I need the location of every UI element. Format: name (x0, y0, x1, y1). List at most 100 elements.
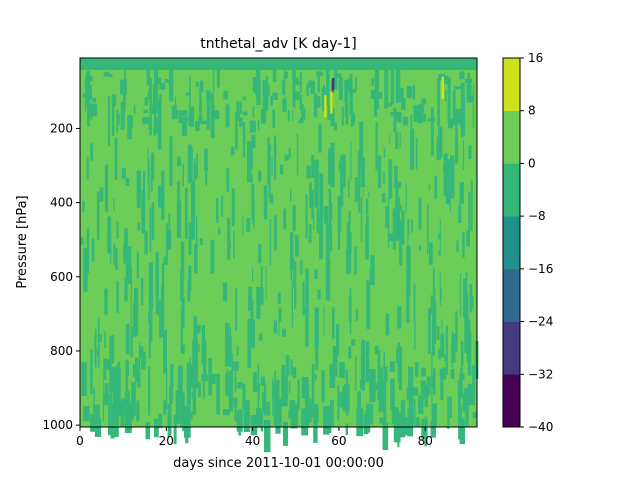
field-cell (442, 165, 445, 173)
field-cell (96, 349, 99, 356)
field-cell (149, 78, 152, 98)
field-cell (398, 181, 402, 189)
y-tick-label: 800 (50, 344, 73, 358)
field-cell (337, 384, 340, 421)
field-cell (288, 148, 291, 159)
field-cell (437, 77, 440, 126)
field-cell (317, 71, 320, 93)
field-cell (163, 329, 167, 374)
field-cell (450, 369, 455, 379)
field-cell (258, 244, 262, 264)
field-cell (466, 84, 472, 99)
field-cell (257, 383, 261, 400)
colorbar: −40 −32 −24 −16 −8 0 8 16 (502, 51, 553, 434)
field-cell (151, 104, 158, 114)
field-cell (232, 361, 239, 371)
field-cell (97, 317, 100, 368)
field-cell (355, 308, 358, 321)
field-cell (115, 247, 118, 270)
field-cell (406, 86, 413, 99)
field-cell (459, 273, 462, 316)
field-cell (194, 243, 198, 274)
field-cell (155, 77, 162, 84)
field-cell (278, 315, 280, 336)
field-cell (260, 376, 266, 386)
field-cell (361, 340, 365, 391)
field-cell (361, 135, 364, 171)
colorbar-segment (503, 216, 520, 270)
field-cell (349, 73, 353, 115)
field-cell (173, 414, 177, 445)
field-cell (301, 108, 306, 120)
field-cell (395, 197, 401, 241)
field-cell (395, 61, 401, 103)
field-cell (212, 59, 215, 93)
field-cell (459, 182, 464, 204)
field-cell (146, 65, 151, 85)
field-cell (440, 379, 444, 401)
field-cell (389, 134, 391, 144)
field-cell (81, 362, 87, 396)
field-cell (257, 119, 260, 131)
field-cell (432, 288, 436, 326)
field-cell (187, 144, 192, 184)
field-cell (472, 83, 475, 129)
field-cell (298, 120, 304, 124)
y-tick-label: 600 (50, 270, 73, 284)
field-cell (236, 345, 239, 356)
field-cell (166, 365, 168, 410)
field-cell (330, 224, 333, 252)
field-cell (438, 108, 440, 120)
field-cell (140, 278, 144, 306)
field-cell (301, 408, 309, 436)
field-cell (263, 104, 267, 108)
field-cell (327, 105, 333, 121)
field-cell (125, 323, 130, 355)
field-cell (460, 82, 465, 116)
field-cell (193, 316, 198, 344)
field-cell (427, 118, 436, 122)
field-cell (346, 79, 350, 92)
field-cell (347, 232, 352, 255)
field-cell (182, 163, 184, 187)
field-cell (306, 83, 309, 96)
field-cell (366, 215, 369, 260)
field-cell (281, 364, 286, 377)
field-cell (211, 104, 215, 139)
field-cell (262, 80, 267, 116)
field-cell (236, 409, 243, 432)
field-cell (321, 370, 325, 403)
field-cell (431, 403, 437, 427)
field-cell (235, 111, 238, 150)
field-cell (297, 379, 300, 411)
field-cell (311, 190, 314, 219)
field-cell (282, 98, 287, 113)
field-cell (348, 211, 351, 248)
field-cell (374, 91, 383, 99)
field-cell (412, 85, 416, 100)
field-cell (83, 247, 88, 292)
extreme-cell (331, 78, 335, 90)
field-cell (366, 403, 374, 424)
field-cell (466, 319, 471, 363)
field-cell (91, 238, 95, 262)
field-cell (223, 90, 228, 100)
field-cell (292, 205, 296, 232)
field-cell (191, 391, 196, 399)
field-cell (272, 65, 277, 82)
colorbar-tick-label: 0 (528, 156, 536, 170)
field-cell (124, 278, 128, 302)
field-cell (319, 214, 323, 260)
field-cell (86, 156, 89, 180)
field-cell (155, 251, 159, 297)
field-cell (80, 236, 84, 245)
field-cell (306, 165, 311, 179)
field-cell (332, 346, 337, 374)
field-cell (137, 373, 141, 388)
field-cell (253, 372, 257, 393)
field-cell (121, 167, 126, 179)
field-cell (209, 373, 216, 385)
field-cell (120, 102, 125, 130)
field-cell (103, 71, 110, 77)
field-cell (436, 326, 440, 340)
